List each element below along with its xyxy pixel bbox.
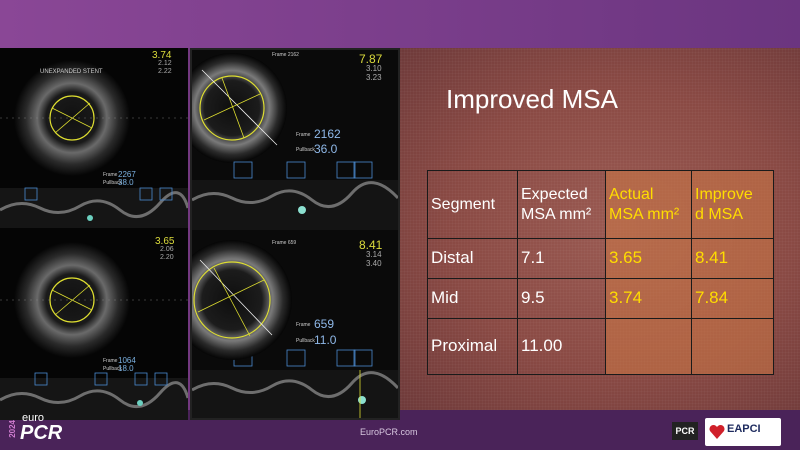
cell-improved xyxy=(691,318,774,375)
bottom-right-pullback-label: Pullback xyxy=(296,338,315,344)
cell-improved: 7.84 xyxy=(691,278,774,319)
bottom-right-frame-title: Frame 659 xyxy=(272,240,297,246)
top-left-area: 3.74 xyxy=(152,50,172,61)
cell-expected: 9.5 xyxy=(517,278,606,319)
ivus-right-image xyxy=(172,53,400,418)
bottom-right-frame-label: Frame xyxy=(296,322,311,328)
header-expected: Expected MSA mm² xyxy=(517,170,606,239)
ivus-right-panel: Frame 2162 7.87 3.10 3.23 Frame 2162 Pul… xyxy=(172,48,400,420)
table-header-row: Segment Expected MSA mm² Actual MSA mm² Im… xyxy=(427,170,774,239)
cell-segment: Proximal xyxy=(427,318,518,375)
bottom-left-d2: 2.20 xyxy=(160,254,174,261)
slide-title: Improved MSA xyxy=(446,84,618,114)
top-left-frame: 2267 xyxy=(118,170,136,179)
top-band xyxy=(0,0,800,48)
cell-actual xyxy=(605,318,692,375)
bottom-right-d2: 3.40 xyxy=(366,259,382,268)
top-left-pullback-label: Pullback xyxy=(103,180,122,186)
ivus-left-image xyxy=(0,60,190,420)
bottom-left-pullback: 18.0 xyxy=(118,364,134,373)
bottom-right-area: 8.41 xyxy=(359,238,383,252)
header-segment: Segment xyxy=(427,170,518,239)
cell-actual: 3.65 xyxy=(605,238,692,279)
top-right-frame-label: Frame xyxy=(296,132,311,138)
eapci-logo: EAPCI xyxy=(705,418,781,446)
table-row: Proximal 11.00 xyxy=(427,318,774,375)
header-improved: Improve d MSA xyxy=(691,170,774,239)
msa-table: Segment Expected MSA mm² Actual MSA mm² Im… xyxy=(427,170,774,375)
cell-actual: 3.74 xyxy=(605,278,692,319)
bottom-left-area: 3.65 xyxy=(155,236,175,247)
top-left-d2: 2.22 xyxy=(158,68,172,75)
top-right-pullback-label: Pullback xyxy=(296,147,315,153)
cell-expected: 7.1 xyxy=(517,238,606,279)
top-right-area: 7.87 xyxy=(359,52,383,66)
bottom-left-frame: 1064 xyxy=(118,356,136,365)
top-right-frame: 2162 xyxy=(314,127,341,141)
unexpanded-stent-label: UNEXPANDED STENT xyxy=(40,69,103,75)
cell-expected: 11.00 xyxy=(517,318,606,375)
footer-url[interactable]: EuroPCR.com xyxy=(360,427,418,437)
top-right-frame-title: Frame 2162 xyxy=(272,52,299,58)
top-right-pullback: 36.0 xyxy=(314,142,338,156)
table-row: Mid 9.5 3.74 7.84 xyxy=(427,278,774,319)
pcr-logo: PCR xyxy=(672,422,698,440)
top-right-d1: 3.10 xyxy=(366,64,382,73)
top-left-pullback: 38.0 xyxy=(118,178,134,187)
bottom-right-frame: 659 xyxy=(314,317,335,331)
cell-segment: Mid xyxy=(427,278,518,319)
bottom-left-frame-label: Frame xyxy=(103,358,118,364)
bottom-left-d1: 2.06 xyxy=(160,246,174,253)
bottom-right-pullback: 11.0 xyxy=(314,333,337,347)
top-right-d2: 3.23 xyxy=(366,73,382,82)
bottom-left-pullback-label: Pullback xyxy=(103,366,122,372)
bottom-right-d1: 3.14 xyxy=(366,250,382,259)
cell-improved: 8.41 xyxy=(691,238,774,279)
heart-icon xyxy=(709,424,725,439)
top-left-frame-label: Frame xyxy=(103,172,118,178)
header-actual: Actual MSA mm² xyxy=(605,170,692,239)
cell-segment: Distal xyxy=(427,238,518,279)
ivus-left-panel: UNEXPANDED STENT 3.74 2.12 2.22 Frame 22… xyxy=(0,48,190,420)
table-row: Distal 7.1 3.65 8.41 xyxy=(427,238,774,279)
top-left-d1: 2.12 xyxy=(158,60,172,67)
